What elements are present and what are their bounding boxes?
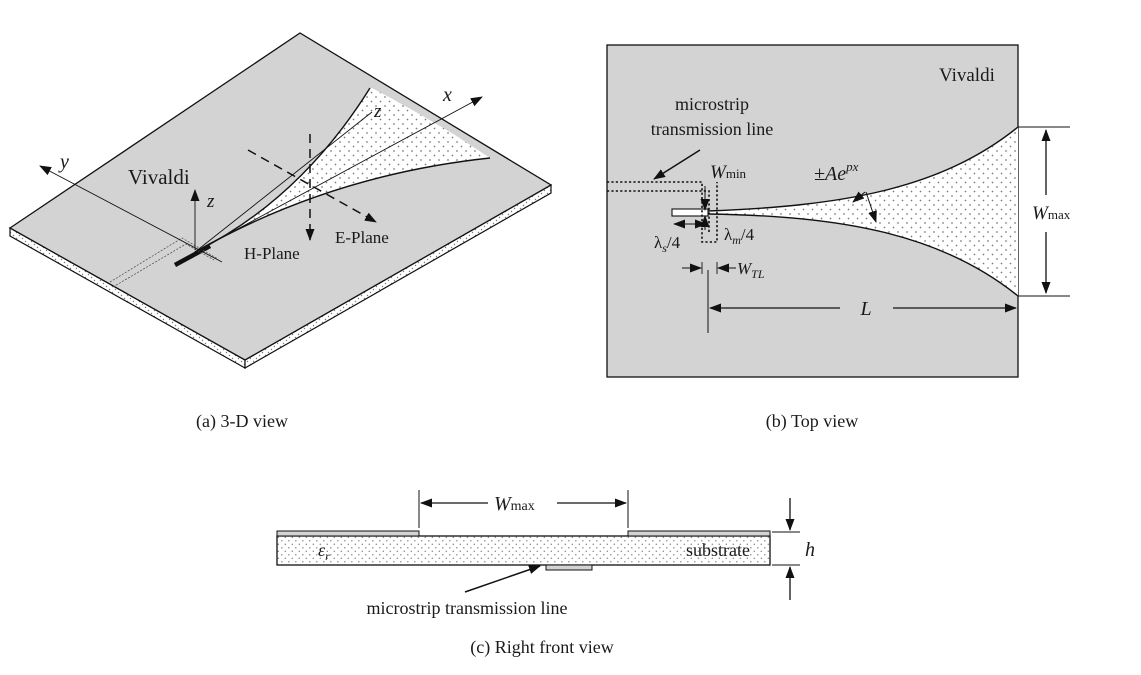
y-axis-line (39, 165, 223, 263)
taper-edge-lower (707, 213, 1019, 297)
aepx-arrow-lower (865, 191, 877, 223)
tapered-slot (708, 127, 1018, 296)
label-lambda-m: λm/4 (724, 225, 755, 247)
microstrip-dotted (607, 181, 718, 243)
label-height-h: h (805, 539, 815, 561)
z-axis-line-aperture (194, 111, 373, 253)
label-ae-px: ±Aepx (814, 159, 859, 185)
label-microstrip-line2: transmission line (651, 119, 774, 139)
label-epsilon-r: εr (318, 540, 330, 563)
caption-3d-view: (a) 3-D view (196, 411, 288, 432)
metal-layer-right (627, 530, 771, 537)
flare-slot-3d (195, 88, 490, 252)
panel-top-view: Vivaldi microstrip transmission line Wmi… (606, 44, 1071, 432)
label-lambda-s: λs/4 (654, 233, 681, 255)
label-axis-y: y (58, 151, 69, 173)
taper-edge-upper (707, 126, 1019, 212)
label-length-l: L (859, 298, 871, 320)
label-microstrip-front: microstrip transmission line (367, 598, 568, 618)
label-vivaldi-3d: Vivaldi (128, 165, 190, 189)
e-plane-line (247, 149, 377, 223)
label-wtl: WTL (737, 259, 765, 281)
slotline-stub (671, 208, 709, 217)
arrow-to-microstrip (653, 149, 701, 180)
feed-slot-3d (173, 244, 212, 267)
front-arrow-to-microstrip (464, 565, 541, 593)
label-microstrip-line1: microstrip (675, 94, 749, 114)
label-h-plane: H-Plane (244, 244, 300, 263)
label-axis-z-feed: z (206, 191, 215, 212)
label-vivaldi-top: Vivaldi (939, 65, 995, 86)
label-wmax-top: Wmax (1032, 203, 1071, 224)
x-axis-line (194, 96, 483, 253)
substrate-body (276, 535, 771, 566)
label-e-plane: E-Plane (335, 228, 389, 247)
label-axis-z-aperture: z (373, 101, 382, 122)
caption-front-view: (c) Right front view (470, 637, 613, 658)
panel-front-view: Wmax εr substrate h microstrip transmiss… (276, 490, 815, 658)
label-wmin: Wmin (710, 162, 747, 183)
caption-top-view: (b) Top view (766, 411, 858, 432)
microstrip-strip (545, 564, 593, 571)
label-axis-x: x (442, 84, 452, 106)
panel-3d-view: Vivaldi y x z z H-Plane E-Plane (a) 3-D … (8, 32, 553, 432)
label-wmax-front: Wmax (494, 493, 535, 515)
aepx-arrow-upper (852, 191, 866, 203)
microstrip-outline-3d (109, 237, 219, 288)
label-substrate: substrate (686, 540, 750, 560)
metal-layer-left (276, 530, 420, 537)
